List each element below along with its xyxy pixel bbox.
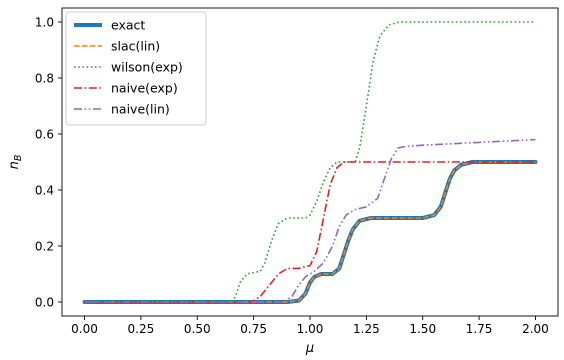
y-tick-label: 0.2 [35,239,54,253]
x-tick-label: 1.00 [297,322,324,336]
series-line-wilson-exp [84,21,536,303]
x-tick-label: 1.75 [466,322,493,336]
legend-entry-label: exact [111,18,145,33]
series-line-exact [82,160,538,304]
series-line-naive-exp [84,161,536,303]
legend-entry-label: slac(lin) [111,39,160,54]
y-tick-label: 0.8 [35,71,54,85]
y-tick-label: 0.4 [35,183,54,197]
x-tick-label: 1.50 [409,322,436,336]
series-line-naive-lin [84,138,536,303]
legend-entry-label: wilson(exp) [111,60,183,75]
legend-entry-label: naive(exp) [111,81,178,96]
y-axis-label-subscript: B [13,155,24,162]
y-tick-label: 0.6 [35,127,54,141]
series-layer [82,21,538,304]
y-axis-label-main: n [7,161,22,169]
x-tick-label: 0.75 [240,322,267,336]
legend-entry-label: naive(lin) [111,102,170,117]
series-line-slac-lin [84,161,536,303]
legend-box [65,11,207,126]
y-tick-label: 0.0 [35,295,54,309]
y-axis-label: nB [7,155,24,170]
x-tick-label: 2.00 [522,322,549,336]
x-tick-label: 0.00 [71,322,98,336]
x-tick-label: 1.25 [353,322,380,336]
y-tick-label: 1.0 [35,15,54,29]
x-tick-label: 0.50 [184,322,211,336]
x-tick-label: 0.25 [128,322,155,336]
axes-layer: 0.00 0.25 0.50 0.75 1.00 1.25 1.50 1.75 2.00 0.0 0… [35,15,549,336]
x-axis-label: μ [305,341,314,356]
legend: exact slac(lin) wilson(exp) naive(exp) naive… [65,11,207,126]
